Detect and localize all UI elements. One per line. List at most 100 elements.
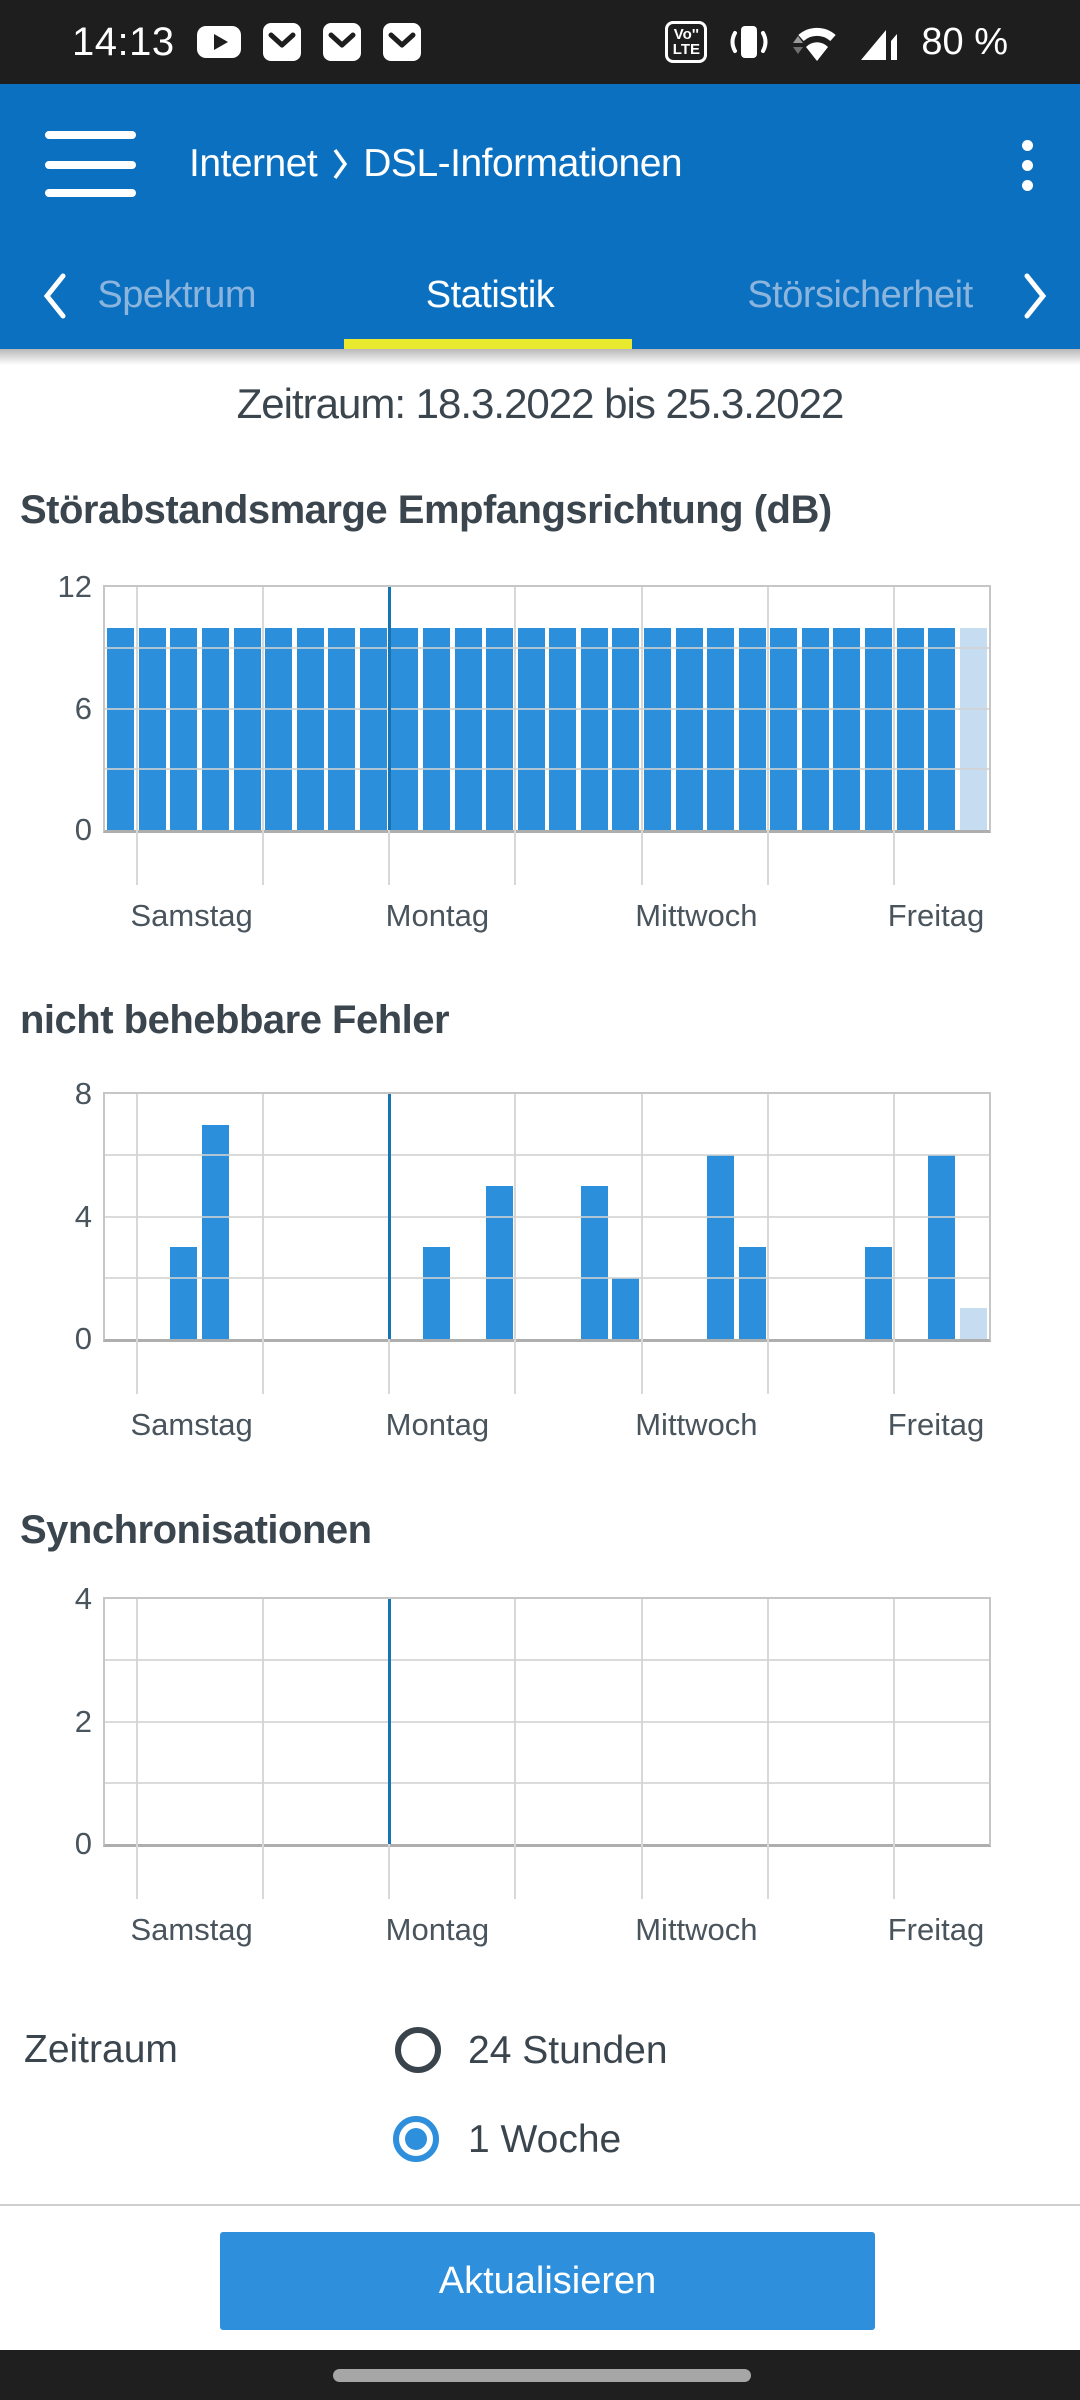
day-gridline [135,1094,138,1394]
y-axis-tick-label: 0 [74,1321,92,1356]
active-tab-underline [344,339,632,349]
bar [959,627,987,830]
breadcrumb: Internet DSL-Informationen [189,140,683,188]
wifi-icon [793,27,837,61]
bar [138,627,166,830]
day-gridline [893,1599,896,1899]
day-gridline [767,1599,769,1899]
vibrate-icon [730,26,768,58]
radio-24-hours-label[interactable]: 24 Stunden [468,2029,668,2072]
bar [454,627,482,830]
bar [928,1155,956,1339]
bar [833,627,861,830]
gridline [105,1276,989,1279]
radio-24-hours[interactable] [395,2027,441,2073]
bar [738,1247,766,1339]
day-gridline [640,1599,643,1899]
y-axis-tick-label: 2 [74,1703,92,1739]
gesture-pill[interactable] [333,2369,751,2382]
gmail-notification-icon [382,23,421,61]
day-gridline [893,587,896,885]
refresh-button[interactable]: Aktualisieren [220,2232,875,2330]
y-axis-tick-label: 4 [74,1581,92,1616]
resync-event-line [387,1094,391,1339]
bar [707,627,735,830]
period-selector-label: Zeitraum [24,2028,178,2071]
chart-plot: 0 2 4 Samstag Montag Mittwoch Freitag [75,1581,991,1947]
bar [612,1277,640,1339]
battery-percent: 80 % [921,20,1008,63]
day-gridline [767,1094,769,1394]
breadcrumb-section: Internet [189,142,318,185]
youtube-notification-icon [196,26,241,58]
tab-statistik[interactable]: Statistik [425,274,555,316]
status-bar-right: Vo'' LTE 80 % [665,20,1008,64]
chart-title: Synchronisationen [20,1508,372,1552]
x-axis-day-label: Samstag [130,1912,253,1947]
bar [328,627,356,830]
next-tab-chevron-icon[interactable] [1016,272,1056,320]
bar [296,627,324,830]
gridline [105,1720,989,1723]
clock: 14:13 [72,19,175,64]
bar [865,627,892,830]
volte-icon: Vo'' LTE [665,21,708,63]
x-axis-day-label: Freitag [887,1912,985,1947]
gridline [105,707,989,710]
bar [517,627,545,830]
bar [896,627,924,830]
x-axis-day-label: Montag [385,898,490,933]
x-axis-day-label: Montag [385,1912,490,1947]
gesture-nav-bar [0,2350,1080,2400]
radio-1-week-label[interactable]: 1 Woche [468,2118,622,2161]
y-axis-tick-label: 6 [74,690,92,726]
chart-title: nicht behebbare Fehler [20,998,450,1042]
chart-title: Störabstandsmarge Empfangsrichtung (dB) [20,488,832,532]
day-gridline [640,1094,643,1394]
bar [265,627,293,830]
bar [423,1247,450,1339]
y-axis-tick-label: 12 [57,569,92,604]
day-gridline [135,1599,138,1899]
status-bar-left: 14:13 [72,20,421,65]
header-shadow [0,349,1080,365]
x-axis-day-label: Freitag [887,898,985,933]
bar [170,1247,198,1339]
day-gridline [640,587,643,885]
resync-event-line [387,587,391,830]
bar [580,627,608,830]
divider [0,2204,1080,2206]
app-bar [0,84,1080,237]
bar [391,627,419,830]
kebab-menu-button[interactable] [1010,138,1050,204]
bar [801,627,829,830]
bar [107,627,135,830]
bar [423,627,450,830]
bar [486,627,514,830]
bar [928,627,956,830]
day-gridline [135,587,138,885]
y-axis-tick-label: 0 [74,812,92,847]
radio-1-week[interactable] [393,2116,439,2162]
status-bar: 14:13 Vo'' LTE [0,0,1080,84]
prev-tab-chevron-icon[interactable] [34,272,74,320]
gridline [105,1659,989,1662]
bar [486,1185,514,1339]
tab-spektrum[interactable]: Spektrum [97,274,256,316]
bar [738,627,766,830]
tab-bar [0,237,1080,349]
bar [770,627,798,830]
x-axis-day-label: Samstag [130,1407,253,1442]
bar [202,1124,229,1339]
tab-stoersicherheit[interactable]: Störsicherheit [747,274,973,316]
gridline [105,1154,989,1157]
day-gridline [514,587,517,885]
x-axis-day-label: Freitag [887,1407,985,1442]
x-axis-day-label: Montag [385,1407,490,1442]
day-gridline [261,587,264,885]
day-gridline [767,587,769,885]
y-axis-tick-label: 0 [74,1826,92,1861]
x-axis-day-label: Mittwoch [635,898,758,933]
day-gridline [261,1599,264,1899]
hamburger-menu-button[interactable] [45,125,136,197]
